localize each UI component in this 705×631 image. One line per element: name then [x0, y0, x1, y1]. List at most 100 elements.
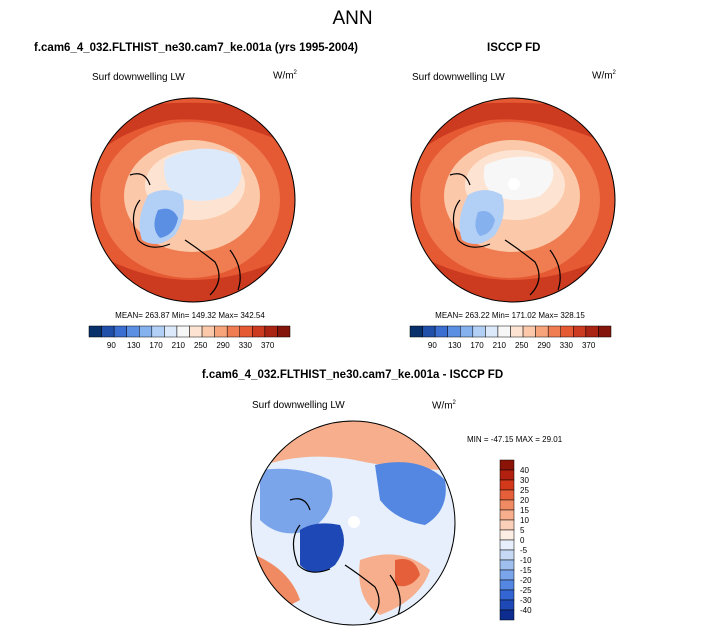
panel2-units-base: W/m [592, 70, 613, 82]
colorbar-tick-label: 90 [107, 341, 116, 350]
panel2-units-exp: 2 [612, 70, 616, 76]
figure-title: ANN [332, 8, 373, 29]
colorbar-tick-label: -10 [520, 556, 532, 565]
colorbar-box [499, 489, 515, 501]
colorbar-tick-label: 90 [428, 341, 437, 350]
colorbar-box [472, 325, 486, 338]
colorbar-tick-label: 10 [520, 516, 529, 525]
colorbar-tick-label: 370 [261, 341, 275, 350]
colorbar-box [510, 325, 524, 338]
panel1-stats: MEAN= 263.87 Min= 149.32 Max= 342.54 [115, 311, 265, 320]
colorbar-box [573, 325, 587, 338]
panel2-map-border [410, 97, 616, 303]
colorbar-box [547, 325, 561, 338]
panel2-field-north [411, 102, 615, 160]
colorbar-box [499, 499, 515, 511]
panel1-field-north [91, 102, 295, 160]
colorbar-box [560, 325, 574, 338]
colorbar-box [499, 509, 515, 521]
colorbar-box [422, 325, 436, 338]
colorbar-tick-label: 170 [149, 341, 163, 350]
colorbar-box [535, 325, 549, 338]
panel3-polar-hole [348, 516, 360, 528]
colorbar-tick-label: 250 [515, 341, 529, 350]
colorbar-box [499, 459, 515, 471]
colorbar-tick-label: 330 [560, 341, 574, 350]
colorbar-box [151, 325, 165, 338]
colorbar-tick-label: 30 [520, 476, 529, 485]
colorbar-tick-label: 130 [448, 341, 462, 350]
colorbar-box [585, 325, 599, 338]
colorbar-box [499, 519, 515, 531]
colorbar-box [499, 589, 515, 601]
colorbar-tick-label: 370 [582, 341, 596, 350]
colorbar-tick-label: -25 [520, 586, 532, 595]
panel2-stats: MEAN= 263.22 Min= 171.02 Max= 328.15 [435, 311, 585, 320]
colorbar-box [434, 325, 448, 338]
colorbar-tick-label: 170 [470, 341, 484, 350]
panel3-variable: Surf downwelling LW [252, 400, 345, 411]
panel1-field-arctic [164, 148, 242, 201]
colorbar-box [522, 325, 536, 338]
colorbar-box [126, 325, 140, 338]
colorbar-tick-label: 40 [520, 466, 529, 475]
colorbar-box [497, 325, 511, 338]
colorbar-box [88, 325, 102, 338]
panel2-field-arctic [483, 156, 554, 200]
colorbar-box [264, 325, 278, 338]
colorbar-box [598, 325, 612, 338]
panel1-coastlines [129, 173, 241, 296]
panel3-field-west [260, 468, 333, 534]
colorbar-box [499, 609, 515, 621]
panel1-units: W/m2 [273, 70, 297, 81]
colorbar-tick-label: -40 [520, 606, 532, 615]
panel1-colorbar: 90 130 170 210 250 290 330 370 [88, 325, 291, 350]
panel2-colorbar: 90 130 170 210 250 290 330 370 [409, 325, 612, 350]
colorbar-box [176, 325, 190, 338]
colorbar-box [499, 569, 515, 581]
colorbar-tick-label: 250 [194, 341, 208, 350]
colorbar-box [499, 529, 515, 541]
colorbar-box [239, 325, 253, 338]
colorbar-box [164, 325, 178, 338]
panel1-variable: Surf downwelling LW [92, 72, 185, 83]
colorbar-tick-label: 130 [127, 341, 141, 350]
panel1-title: f.cam6_4_032.FLTHIST_ne30.cam7_ke.001a (… [34, 42, 358, 54]
panel3-field-south [359, 554, 430, 615]
colorbar-tick-label: 20 [520, 496, 529, 505]
colorbar-tick-label: -5 [520, 546, 528, 555]
colorbar-box [460, 325, 474, 338]
colorbar-box [485, 325, 499, 338]
colorbar-box [226, 325, 240, 338]
colorbar-box [101, 325, 115, 338]
colorbar-tick-label: 290 [537, 341, 551, 350]
colorbar-box [214, 325, 228, 338]
colorbar-tick-label: 330 [239, 341, 253, 350]
colorbar-tick-label: -15 [520, 566, 532, 575]
colorbar-box [499, 579, 515, 591]
colorbar-tick-label: 290 [216, 341, 230, 350]
colorbar-box [189, 325, 203, 338]
panel2-polar-hole [508, 178, 520, 190]
panel3-title: f.cam6_4_032.FLTHIST_ne30.cam7_ke.001a -… [201, 369, 504, 381]
panel3-field-east [375, 462, 446, 525]
colorbar-box [277, 325, 291, 338]
panel3-field-south-core [395, 559, 420, 587]
colorbar-tick-label: 0 [520, 536, 525, 545]
panel2-field-greenland-core [475, 211, 495, 236]
colorbar-box [499, 469, 515, 481]
panel3-units-base: W/m [432, 400, 453, 412]
colorbar-box [201, 325, 215, 338]
panel3-map-border [250, 420, 456, 626]
panel2-variable: Surf downwelling LW [412, 72, 505, 83]
colorbar-box [499, 549, 515, 561]
colorbar-box [409, 325, 423, 338]
panel2-units: W/m2 [592, 70, 616, 81]
colorbar-tick-label: 25 [520, 486, 529, 495]
colorbar-tick-label: 5 [520, 526, 525, 535]
colorbar-box [499, 479, 515, 491]
panel3-units: W/m2 [432, 400, 456, 411]
panel3-units-exp: 2 [452, 400, 456, 406]
panel2-map [411, 98, 615, 302]
